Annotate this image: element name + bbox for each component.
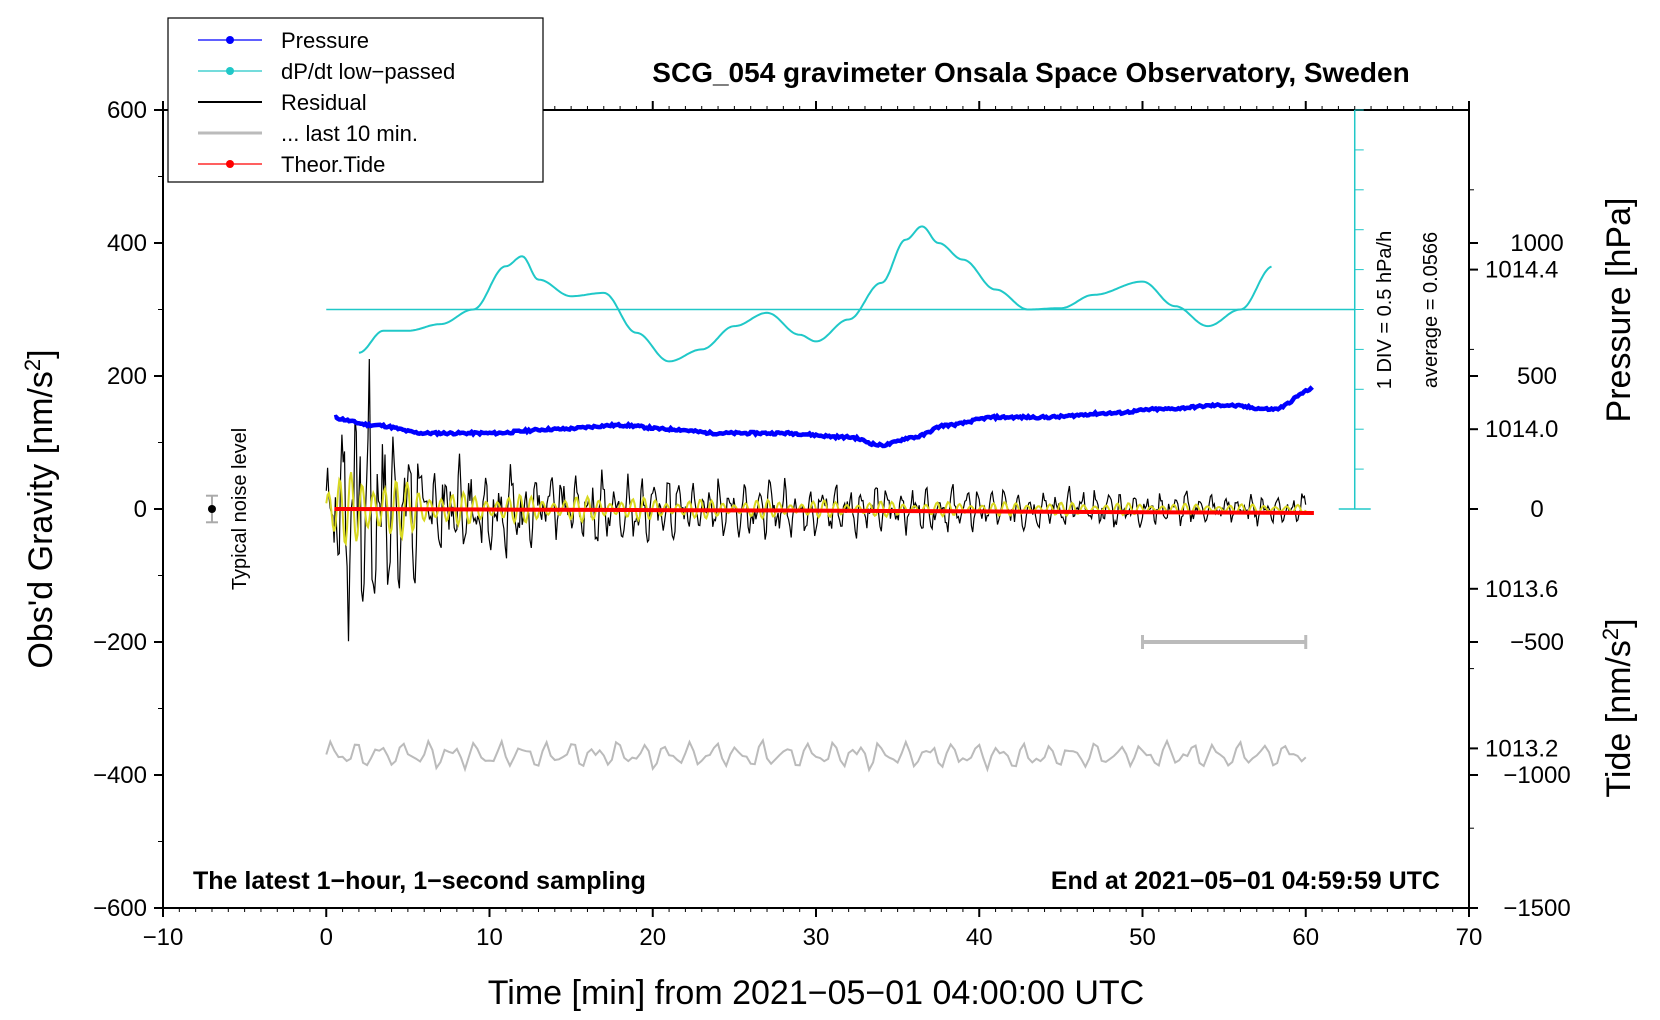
- pressure-axis-ticks: 1013.2 1013.6 1014.0 1014.4: [1469, 189, 1558, 829]
- tide-tick-label: −500: [1510, 629, 1564, 656]
- bottom-left-note: The latest 1−hour, 1−second sampling: [193, 867, 646, 895]
- x-tick-label: 60: [1292, 924, 1319, 951]
- legend: Pressure dP/dt low−passed Residual ... last…: [198, 28, 455, 177]
- y-tick-label: −600: [93, 895, 147, 922]
- pressure-tick-label: 1014.0: [1485, 416, 1558, 443]
- tide-tick-label: −1000: [1503, 762, 1570, 789]
- legend-marker: [226, 67, 234, 75]
- y-axis-ticks: −600 −400 −200 0 200 400 600: [93, 97, 163, 922]
- x-tick-label: 40: [966, 924, 993, 951]
- chart-title: SCG_054 gravimeter Onsala Space Observat…: [652, 57, 1409, 88]
- y-tick-label: −400: [93, 762, 147, 789]
- dpdt-series: [358, 225, 1272, 363]
- dpdt-scale-label: 1 DIV = 0.5 hPa/h: [1374, 231, 1396, 389]
- x-axis-ticks: −10 0 10 20 30 40 50 60 70: [143, 101, 1483, 951]
- pressure-tick-label: 1013.6: [1485, 576, 1558, 603]
- legend-label: Theor.Tide: [281, 152, 385, 177]
- x-tick-label: −10: [143, 924, 184, 951]
- pressure-axis-title: Pressure [hPa]: [1600, 198, 1638, 423]
- x-axis-title: Time [min] from 2021−05−01 04:00:00 UTC: [488, 974, 1144, 1012]
- residual-series: [325, 358, 1307, 642]
- tide-tick-label: 0: [1530, 496, 1543, 523]
- y-tick-label: 400: [107, 230, 147, 257]
- last-10-min-range-bar: [1141, 635, 1308, 649]
- legend-label: Residual: [281, 90, 367, 115]
- x-tick-label: 70: [1456, 924, 1483, 951]
- tide-tick-label: −1500: [1503, 895, 1570, 922]
- tide-axis-title: Tide [nm/s2]: [1598, 618, 1638, 797]
- y-axis-title: Obs'd Gravity [nm/s2]: [20, 349, 60, 668]
- y-tick-label: 0: [134, 496, 147, 523]
- dpdt-average-label: average = 0.0566: [1420, 232, 1442, 388]
- tide-series: [334, 507, 1314, 515]
- tide-tick-label: 1000: [1510, 230, 1563, 257]
- legend-marker: [226, 36, 234, 44]
- legend-label: ... last 10 min.: [281, 121, 418, 146]
- legend-label: dP/dt low−passed: [281, 59, 455, 84]
- noise-level-bar: [205, 494, 218, 524]
- y-tick-label: 600: [107, 97, 147, 124]
- noise-label: Typical noise level: [229, 428, 251, 590]
- last-10-min-series: [325, 737, 1307, 773]
- pressure-series: [333, 385, 1314, 449]
- y-tick-label: 200: [107, 363, 147, 390]
- legend-box: [167, 17, 544, 183]
- x-tick-label: 20: [639, 924, 666, 951]
- tide-axis-ticks: 1000 500 0 −500 −1000 −1500: [1469, 230, 1571, 922]
- legend-label: Pressure: [281, 28, 369, 53]
- x-tick-label: 50: [1129, 924, 1156, 951]
- x-tick-label: 30: [803, 924, 830, 951]
- noise-bar-point: [207, 505, 216, 513]
- bottom-right-note: End at 2021−05−01 04:59:59 UTC: [1051, 867, 1440, 895]
- tide-tick-label: 500: [1517, 363, 1557, 390]
- x-tick-label: 10: [476, 924, 503, 951]
- pressure-tick-label: 1014.4: [1485, 257, 1558, 284]
- legend-marker: [226, 160, 234, 168]
- y-tick-label: −200: [93, 629, 147, 656]
- x-tick-label: 0: [320, 924, 333, 951]
- pressure-tick-label: 1013.2: [1485, 735, 1558, 762]
